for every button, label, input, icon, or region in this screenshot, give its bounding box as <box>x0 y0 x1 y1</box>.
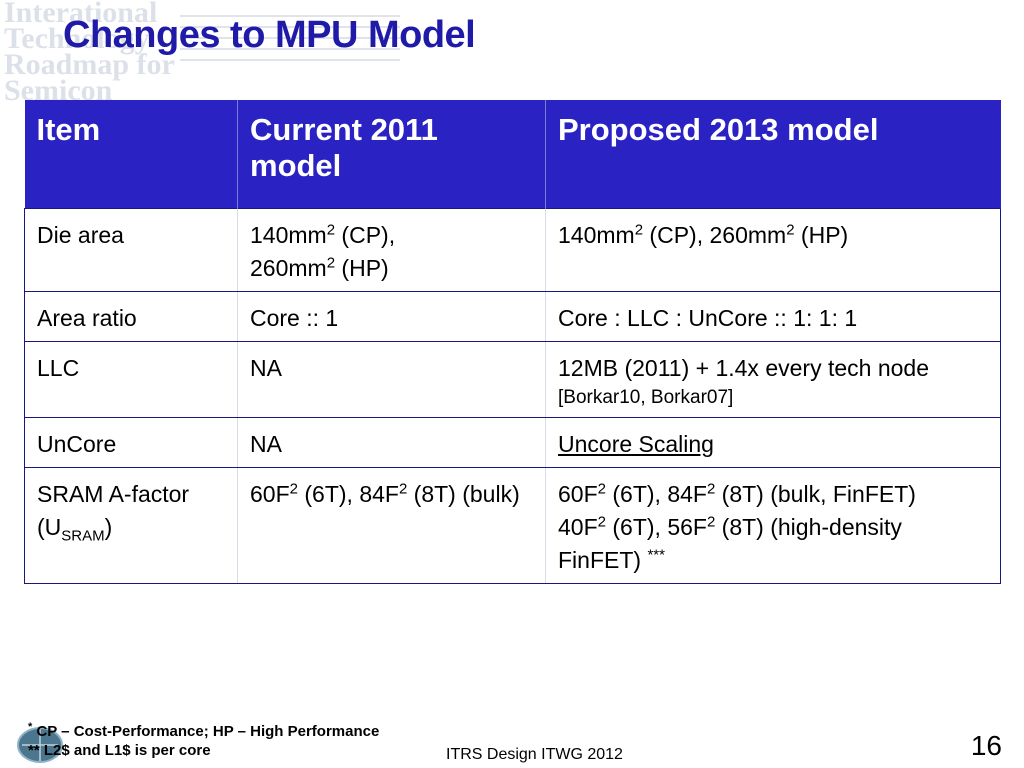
cell-current: 140mm2 (CP), 260mm2 (HP) <box>237 208 546 292</box>
cell-item: Die area <box>24 208 238 292</box>
footer-label: ITRS Design ITWG 2012 <box>446 746 623 763</box>
llc-proposed-text: 12MB (2011) + 1.4x every tech node <box>558 355 929 381</box>
cell-current: Core :: 1 <box>237 291 546 342</box>
table-row-area-ratio: Area ratio Core :: 1 Core : LLC : UnCore… <box>24 291 1001 342</box>
cell-proposed: 140mm2 (CP), 260mm2 (HP) <box>545 208 1001 292</box>
footnote-2: ** L2$ and L1$ is per core <box>28 742 211 759</box>
cell-proposed: Uncore Scaling <box>545 417 1001 468</box>
cell-proposed: 60F2 (6T), 84F2 (8T) (bulk, FinFET) 40F2 … <box>545 467 1001 584</box>
table-header-row: Item Current 2011 model Proposed 2013 mo… <box>24 100 1001 209</box>
cell-proposed: 12MB (2011) + 1.4x every tech node [Borka… <box>545 341 1001 418</box>
footnotes: * CP – Cost-Performance; HP – High Perfo… <box>28 722 379 760</box>
page-number: 16 <box>970 730 1002 761</box>
mpu-model-table: Item Current 2011 model Proposed 2013 mo… <box>24 100 1001 584</box>
llc-reference: [Borkar10, Borkar07] <box>558 387 734 408</box>
header-proposed-model: Proposed 2013 model <box>545 100 1001 209</box>
cell-item: LLC <box>24 341 238 418</box>
table-row-sram: SRAM A-factor (USRAM) 60F2 (6T), 84F2 (8… <box>24 467 1001 584</box>
uncore-scaling-link[interactable]: Uncore Scaling <box>558 431 714 457</box>
cell-item: Area ratio <box>24 291 238 342</box>
table-row-llc: LLC NA 12MB (2011) + 1.4x every tech nod… <box>24 341 1001 418</box>
slide-title: Changes to MPU Model <box>63 14 476 56</box>
itrs-logo-icon <box>17 727 63 763</box>
table-row-die-area: Die area 140mm2 (CP), 260mm2 (HP) 140mm2 … <box>24 208 1001 292</box>
footnote-1: * CP – Cost-Performance; HP – High Perfo… <box>28 721 380 741</box>
cell-item: UnCore <box>24 417 238 468</box>
header-item: Item <box>24 100 238 209</box>
cell-current: 60F2 (6T), 84F2 (8T) (bulk) <box>237 467 546 584</box>
cell-proposed: Core : LLC : UnCore :: 1: 1: 1 <box>545 291 1001 342</box>
table-row-uncore: UnCore NA Uncore Scaling <box>24 417 1001 468</box>
header-current-model: Current 2011 model <box>237 100 546 209</box>
cell-item: SRAM A-factor (USRAM) <box>24 467 238 584</box>
cell-current: NA <box>237 341 546 418</box>
cell-current: NA <box>237 417 546 468</box>
